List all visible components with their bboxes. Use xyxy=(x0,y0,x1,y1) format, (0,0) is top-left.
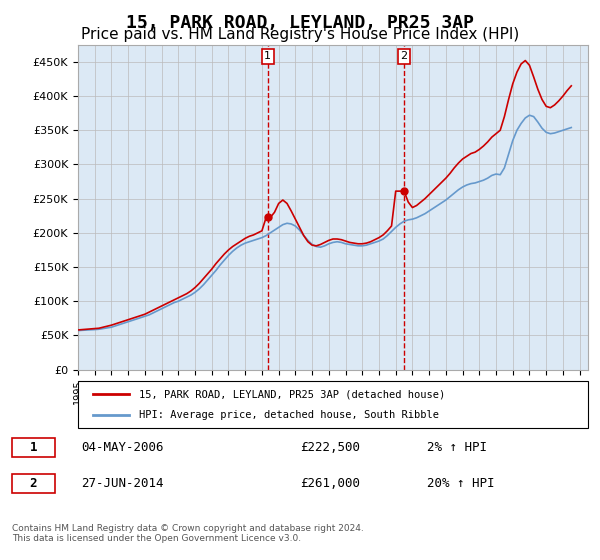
Text: 27-JUN-2014: 27-JUN-2014 xyxy=(81,477,164,490)
FancyBboxPatch shape xyxy=(12,474,55,493)
Text: 2: 2 xyxy=(400,52,407,61)
Text: 15, PARK ROAD, LEYLAND, PR25 3AP (detached house): 15, PARK ROAD, LEYLAND, PR25 3AP (detach… xyxy=(139,389,445,399)
FancyBboxPatch shape xyxy=(12,438,55,457)
FancyBboxPatch shape xyxy=(78,381,588,428)
Text: 1: 1 xyxy=(264,52,271,61)
Text: 2: 2 xyxy=(29,477,37,490)
Text: £222,500: £222,500 xyxy=(300,441,360,454)
Text: £261,000: £261,000 xyxy=(300,477,360,490)
Text: HPI: Average price, detached house, South Ribble: HPI: Average price, detached house, Sout… xyxy=(139,410,439,420)
Text: Price paid vs. HM Land Registry's House Price Index (HPI): Price paid vs. HM Land Registry's House … xyxy=(81,27,519,42)
Text: 2% ↑ HPI: 2% ↑ HPI xyxy=(427,441,487,454)
Text: 15, PARK ROAD, LEYLAND, PR25 3AP: 15, PARK ROAD, LEYLAND, PR25 3AP xyxy=(126,14,474,32)
Text: 20% ↑ HPI: 20% ↑ HPI xyxy=(427,477,494,490)
Text: Contains HM Land Registry data © Crown copyright and database right 2024.
This d: Contains HM Land Registry data © Crown c… xyxy=(12,524,364,543)
Text: 04-MAY-2006: 04-MAY-2006 xyxy=(81,441,164,454)
Text: 1: 1 xyxy=(29,441,37,454)
